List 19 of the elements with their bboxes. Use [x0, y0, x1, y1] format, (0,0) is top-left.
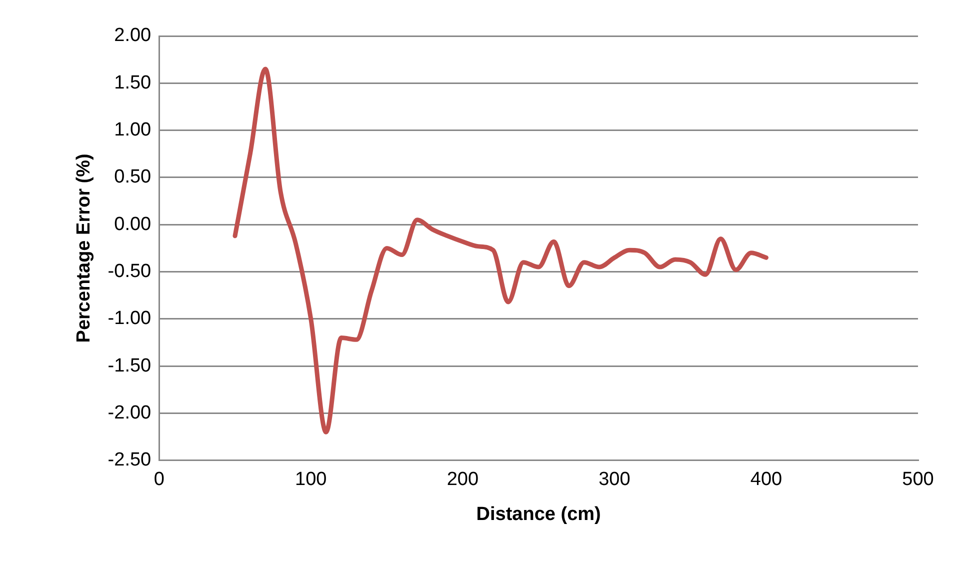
- x-tick-label: 200: [446, 469, 479, 490]
- x-tick-label: 400: [750, 469, 782, 490]
- y-tick-label: -2.50: [108, 450, 152, 471]
- x-tick-label: 100: [295, 469, 327, 490]
- y-tick-label: 2.00: [114, 25, 152, 46]
- x-tick-label: 300: [598, 469, 630, 490]
- y-tick-label: 0.00: [114, 214, 152, 235]
- x-tick-label: 0: [154, 469, 164, 490]
- y-tick-label: -0.50: [108, 261, 152, 282]
- y-tick-label: -2.00: [108, 402, 152, 424]
- y-axis-title: Percentage Error (%): [74, 154, 95, 343]
- line-series: [232, 66, 768, 434]
- y-tick-label: -1.00: [108, 308, 152, 330]
- y-tick-label: 1.50: [114, 72, 152, 94]
- y-tick-label: -1.50: [108, 355, 152, 376]
- x-axis-title: Distance (cm): [476, 504, 601, 525]
- x-tick-label: 500: [902, 469, 934, 490]
- y-tick-label: 1.00: [114, 120, 152, 141]
- y-tick-label: 0.50: [114, 166, 152, 188]
